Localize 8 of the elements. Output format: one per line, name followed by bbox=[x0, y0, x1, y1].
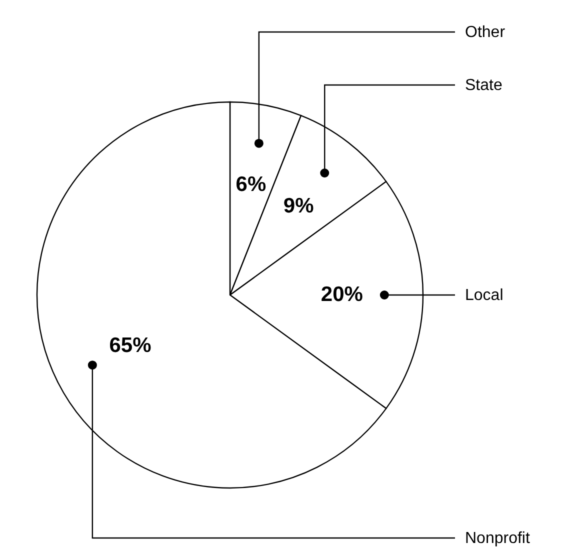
data-label: 20% bbox=[320, 283, 364, 306]
slice-label: Local bbox=[465, 287, 504, 304]
slice-label: Other bbox=[465, 24, 506, 41]
data-label: 6% bbox=[236, 173, 266, 196]
slice-label: Nonprofit bbox=[465, 530, 530, 547]
data-label: 65% bbox=[109, 334, 152, 357]
slice-label: State bbox=[465, 77, 502, 94]
data-label: 9% bbox=[283, 194, 314, 218]
